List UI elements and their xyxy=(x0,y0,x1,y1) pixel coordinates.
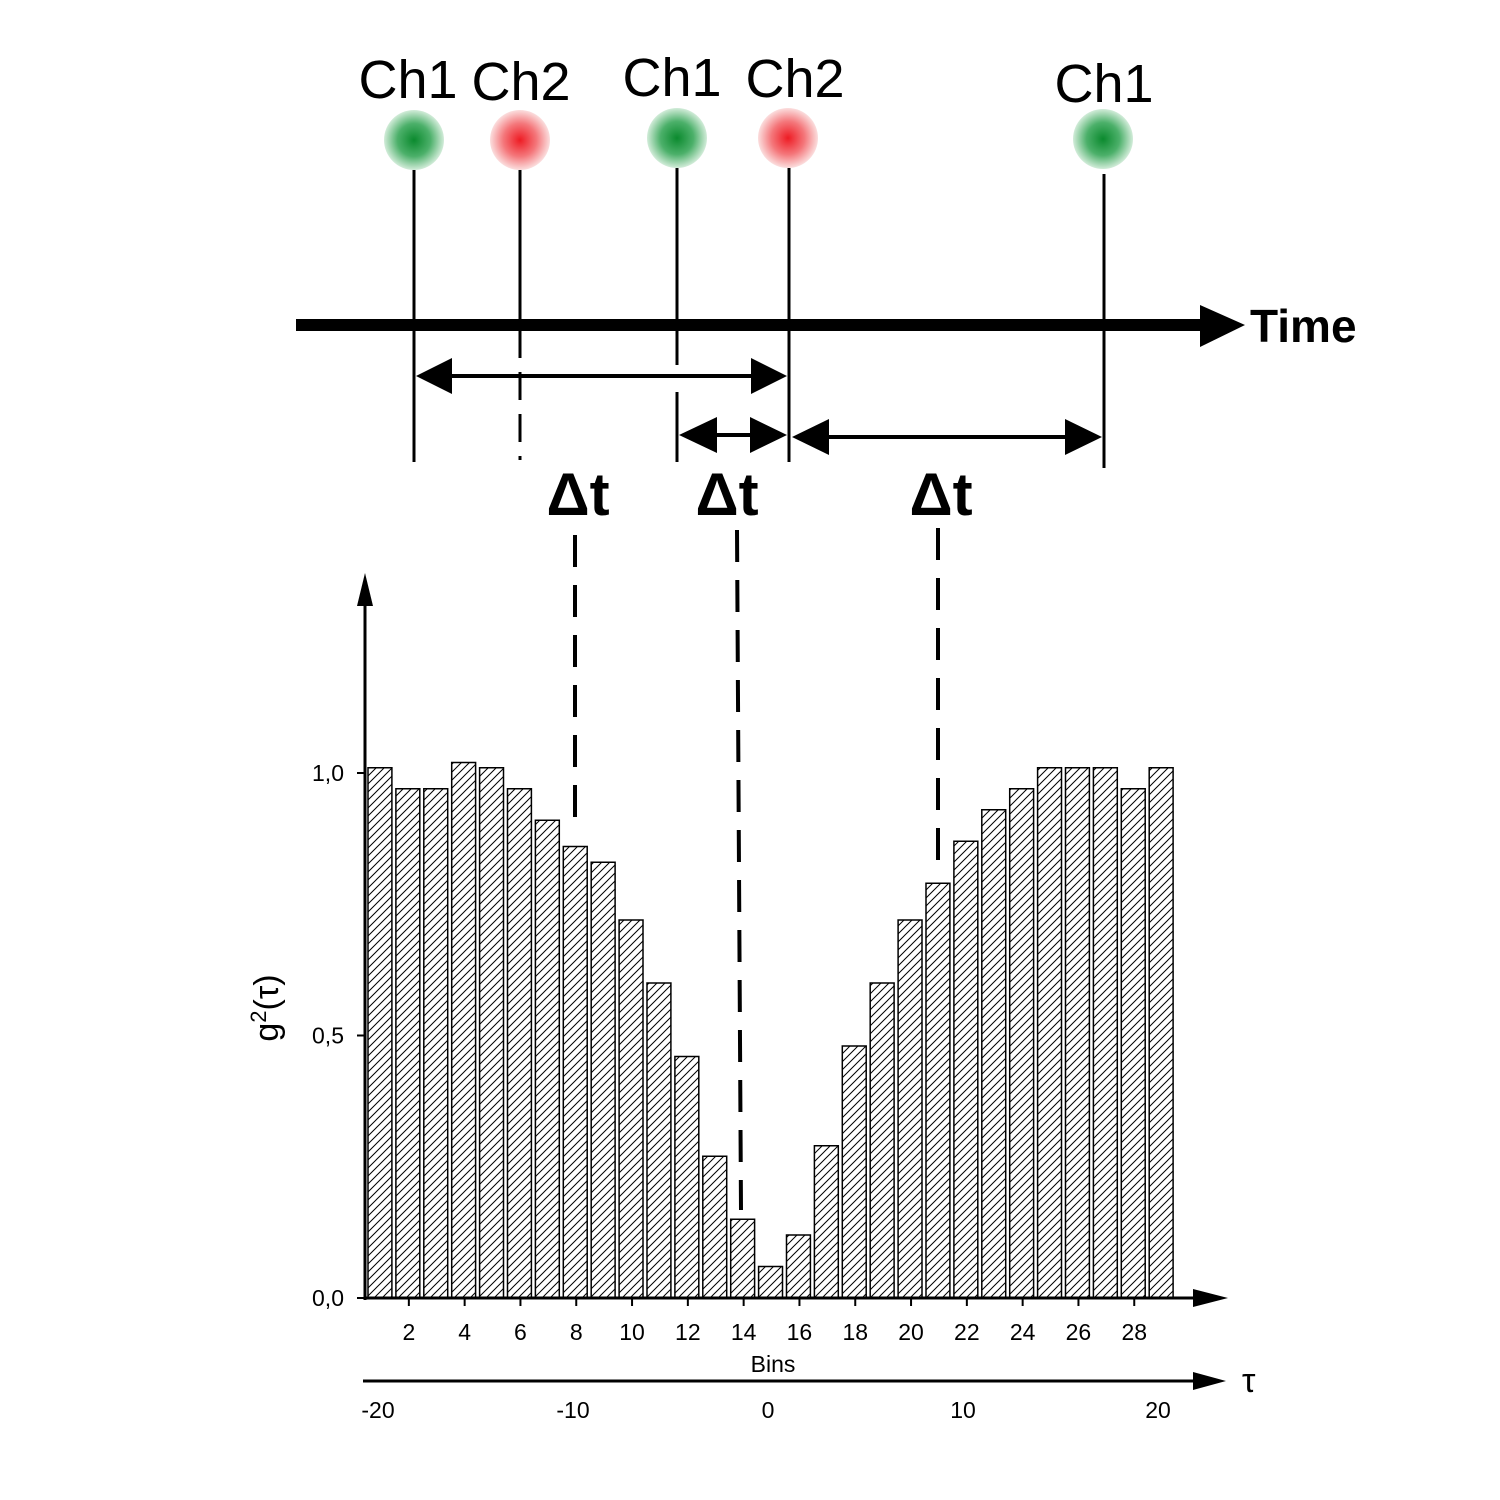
x-ticks-bins: 2 4 6 8 10 12 14 16 18 20 22 24 26 28 xyxy=(402,1298,1147,1345)
histogram-bar xyxy=(506,788,533,1299)
channel-label: Ch1 xyxy=(622,48,721,108)
photon-event: Ch2 xyxy=(471,52,571,460)
x-ticks-tau: -20 -10 0 10 20 xyxy=(361,1397,1170,1423)
histogram-bar xyxy=(395,788,421,1299)
arrowhead-right-icon xyxy=(751,358,787,394)
histogram-bar xyxy=(1148,767,1174,1299)
x-tick-label: 2 xyxy=(402,1319,415,1345)
histogram-bar xyxy=(897,919,923,1299)
x-axis-label-bins: Bins xyxy=(751,1351,796,1377)
photon-event: Ch1 xyxy=(1054,54,1154,468)
histogram-bar xyxy=(646,982,672,1299)
histogram-bar xyxy=(423,788,449,1299)
histogram-bar xyxy=(367,767,393,1299)
red-photon-icon xyxy=(490,110,550,170)
tau-tick-label: -10 xyxy=(556,1397,589,1423)
histogram-bar xyxy=(729,1218,756,1299)
histogram-bar xyxy=(813,1145,840,1299)
x-tick-label: 10 xyxy=(619,1319,645,1345)
histogram-bar xyxy=(618,919,644,1299)
tau-axis-arrowhead xyxy=(1193,1372,1226,1390)
time-axis-label: Time xyxy=(1250,300,1357,352)
y-axis-label: g2(τ) xyxy=(246,974,287,1041)
x-tick-label: 28 xyxy=(1121,1319,1147,1345)
y-ticks: 0,0 0,5 1,0 xyxy=(312,760,365,1311)
tau-tick-label: 10 xyxy=(950,1397,976,1423)
x-tick-label: 24 xyxy=(1010,1319,1036,1345)
histogram-bar xyxy=(1008,788,1035,1299)
red-photon-icon xyxy=(758,108,818,168)
y-tick-label: 0,0 xyxy=(312,1285,344,1311)
arrowhead-left-icon xyxy=(416,358,452,394)
photon-event: Ch1 xyxy=(622,48,722,462)
x-tick-label: 6 xyxy=(514,1319,527,1345)
histogram-bar xyxy=(450,761,477,1299)
tau-tick-label: -20 xyxy=(361,1397,394,1423)
arrowhead-right-icon xyxy=(750,417,787,453)
time-axis-arrowhead xyxy=(1200,305,1245,347)
histogram-bar xyxy=(674,1055,700,1299)
delta-t-label: Δt xyxy=(695,461,758,528)
x-tick-label: 8 xyxy=(570,1319,583,1345)
y-tick-label: 1,0 xyxy=(312,760,344,786)
tau-tick-label: 20 xyxy=(1145,1397,1171,1423)
x-tick-label: 14 xyxy=(731,1319,757,1345)
photon-event: Ch1 xyxy=(358,50,458,462)
delta-t-label: Δt xyxy=(546,461,609,528)
histogram-bar xyxy=(1092,767,1119,1299)
y-tick-label: 0,5 xyxy=(312,1023,344,1049)
x-tick-label: 26 xyxy=(1066,1319,1092,1345)
histogram-bar xyxy=(1120,788,1146,1299)
histogram-bars xyxy=(367,761,1174,1299)
delta-t-label: Δt xyxy=(909,461,972,528)
histogram-bar xyxy=(562,845,588,1299)
green-photon-icon xyxy=(647,108,707,168)
histogram-bar xyxy=(478,767,505,1299)
tau-tick-label: 0 xyxy=(762,1397,775,1423)
interval-arrow xyxy=(416,358,787,394)
interval-arrow xyxy=(792,419,1102,455)
histogram-bar xyxy=(534,819,561,1299)
green-photon-icon xyxy=(1073,109,1133,169)
arrowhead-left-icon xyxy=(792,419,829,455)
histogram-bar xyxy=(841,1045,867,1299)
channel-label: Ch1 xyxy=(358,50,457,110)
x-tick-label: 4 xyxy=(458,1319,471,1345)
x-tick-label: 20 xyxy=(898,1319,924,1345)
x-tick-label: 16 xyxy=(787,1319,813,1345)
channel-label: Ch1 xyxy=(1054,54,1153,114)
channel-label: Ch2 xyxy=(471,52,570,112)
interval-arrow xyxy=(679,417,787,453)
photon-event: Ch2 xyxy=(745,49,845,462)
arrowhead-left-icon xyxy=(679,417,717,453)
histogram-bar xyxy=(702,1155,728,1299)
histogram-bar xyxy=(785,1234,812,1299)
histogram-bar xyxy=(925,882,951,1299)
histogram-bar xyxy=(1036,767,1063,1299)
histogram-bar xyxy=(757,1265,784,1299)
histogram-bar xyxy=(953,840,979,1299)
arrowhead-right-icon xyxy=(1065,419,1102,455)
y-axis-arrowhead xyxy=(357,573,373,606)
x-tick-label: 12 xyxy=(675,1319,701,1345)
channel-label: Ch2 xyxy=(745,49,844,109)
green-photon-icon xyxy=(384,110,444,170)
histogram-bar xyxy=(869,982,895,1299)
connector-dashed xyxy=(735,529,743,1211)
histogram-bar xyxy=(1064,767,1091,1299)
histogram-bar xyxy=(981,809,1007,1299)
x-tick-label: 22 xyxy=(954,1319,980,1345)
x-tick-label: 18 xyxy=(842,1319,868,1345)
tau-axis-label: τ xyxy=(1242,1362,1256,1400)
histogram-bar xyxy=(590,861,616,1299)
x-axis-arrowhead xyxy=(1193,1289,1228,1307)
timeline: Time Ch1 Ch2 Ch1 Ch2 Ch1 xyxy=(296,48,1357,1211)
g2-histogram: 0,00,51,0 g2(τ) 2 4 6 8 10 12 14 16 18 20 22 24 26 28… xyxy=(246,573,1256,1423)
